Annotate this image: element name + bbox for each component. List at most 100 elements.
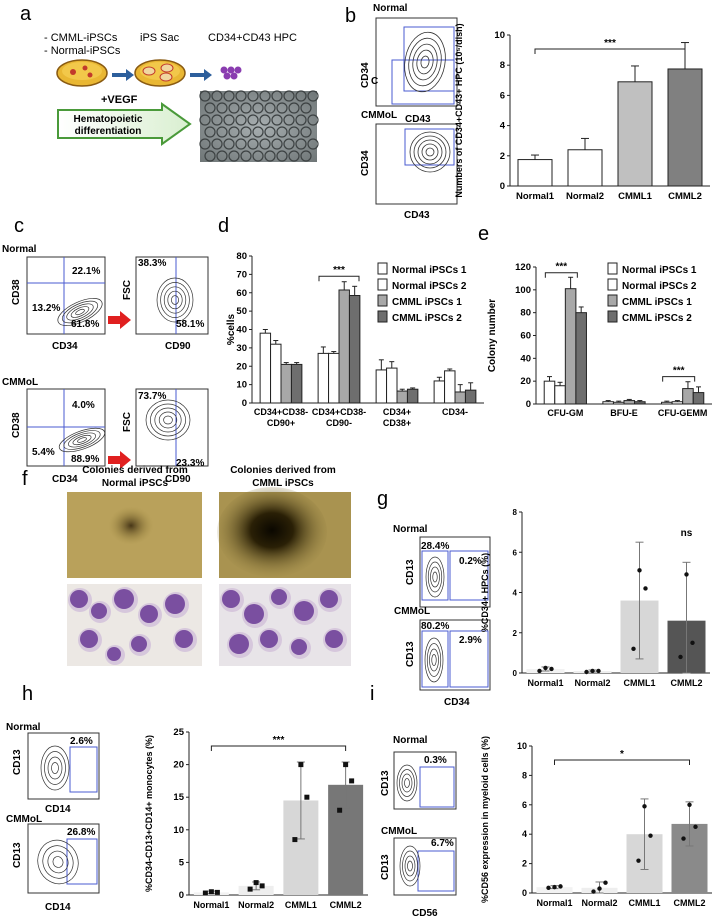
g-xlabel: CD34 <box>444 697 470 708</box>
significance-label: *** <box>333 265 345 276</box>
y-tick-label: 8 <box>522 770 527 780</box>
contour-line <box>409 131 451 173</box>
data-point <box>292 837 298 843</box>
data-point <box>349 778 355 784</box>
c-fsc-label-2: FSC <box>122 412 133 432</box>
data-point <box>591 889 596 894</box>
contour-line <box>160 282 190 318</box>
y-tick-label: 30 <box>236 343 247 354</box>
cmml-ipscs-label: - CMML-iPSCs <box>44 32 118 44</box>
h-ylabel-2: CD13 <box>12 842 23 868</box>
nucleus <box>260 630 278 648</box>
g-cmmol-label: CMMoL <box>394 606 430 617</box>
micrograph-cell <box>295 114 307 126</box>
data-point <box>584 669 589 675</box>
contour-line <box>404 855 416 877</box>
data-point <box>202 890 208 896</box>
bar <box>348 295 361 404</box>
bar <box>543 380 556 405</box>
contour-line <box>408 37 442 87</box>
micrograph-cell <box>288 126 300 138</box>
c-cmmol-q2: 5.4% <box>32 447 55 458</box>
bar <box>317 352 330 404</box>
bar <box>692 392 705 405</box>
nucleus <box>140 605 158 623</box>
nucleus <box>325 630 343 648</box>
contour-line <box>63 430 101 450</box>
contour-line <box>150 403 186 437</box>
y-tick-label: 4 <box>500 121 506 132</box>
contour-line <box>416 49 434 75</box>
contour-line <box>427 561 443 593</box>
g-normal-pct-1: 28.4% <box>421 541 449 552</box>
dish-2 <box>134 59 186 87</box>
b-normal-xlabel: CD43 <box>405 114 431 125</box>
i-normal-label: Normal <box>393 735 428 746</box>
data-point <box>247 886 253 892</box>
y-tick-label: 2 <box>522 859 527 869</box>
micrograph-cell <box>264 150 276 162</box>
nucleus <box>131 636 147 652</box>
y-tick-label: 4 <box>513 589 518 598</box>
legend-label: CMML iPSCs 1 <box>622 297 692 308</box>
y-tick-label: 60 <box>520 331 531 342</box>
legend-swatch <box>377 262 388 275</box>
micrograph-cell <box>228 102 240 114</box>
c-cd34-label-2: CD34 <box>52 474 78 485</box>
chart-d: 01020304050607080%cellsCD34+CD38-CD90+CD… <box>226 251 484 428</box>
y-axis-title: %CD34-CD13+CD14+ monocytes (%) <box>144 735 154 892</box>
data-point <box>690 640 695 646</box>
x-tick-label: CD34+ <box>383 407 411 417</box>
g-cmmol-pct-2: 2.9% <box>459 635 482 646</box>
f-left-title-1: Colonies derived from <box>82 465 188 476</box>
significance-label: *** <box>604 38 616 49</box>
panel-letter-f: f <box>22 468 28 490</box>
micrograph-cell <box>276 102 288 114</box>
micrograph-cell <box>300 102 312 114</box>
b-cmmol-ylabel: CD34 <box>360 150 371 176</box>
contour-line <box>425 147 435 157</box>
nucleus <box>291 639 307 655</box>
bar <box>661 401 673 405</box>
h-xlabel-2: CD14 <box>45 902 71 913</box>
panel-letter-b: b <box>345 5 356 27</box>
panel-c-flow: Normal CD38 CD34 22.1% 13.2% 61.8% FSC C… <box>2 244 209 485</box>
x-tick-label: Normal2 <box>581 898 617 908</box>
contour-line <box>47 756 63 780</box>
x-tick-label: CD38+ <box>383 418 411 428</box>
x-tick-label: CD34+CD38- <box>254 407 308 417</box>
micrograph-cell <box>199 138 211 150</box>
nucleus <box>244 604 264 624</box>
y-tick-label: 25 <box>173 727 184 738</box>
g-ylabel-2: CD13 <box>405 641 416 667</box>
bar <box>671 401 684 405</box>
legend-label: Normal iPSCs 1 <box>392 265 467 276</box>
contour-line <box>430 566 440 588</box>
data-point <box>687 802 692 807</box>
contour-line <box>44 751 66 785</box>
micrograph-cell <box>276 150 288 162</box>
nucleus <box>320 590 338 608</box>
y-axis-title: %cells <box>226 313 237 345</box>
y-tick-label: 20 <box>520 376 531 387</box>
micrograph-cell <box>211 138 223 150</box>
y-tick-label: 10 <box>236 380 247 391</box>
x-tick-label: CD90- <box>326 418 352 428</box>
data-point <box>537 668 542 674</box>
contour-line <box>396 764 418 802</box>
i-normal-pct: 0.3% <box>424 755 447 766</box>
bar <box>612 401 625 405</box>
x-tick-label: Normal1 <box>516 191 555 202</box>
significance-bracket <box>662 376 696 382</box>
bar <box>667 68 703 187</box>
g-normal-pct-2: 0.2% <box>459 556 482 567</box>
significance-label: *** <box>673 366 685 377</box>
data-point <box>596 668 601 674</box>
nucleus <box>114 589 134 609</box>
h-cmmol-plot <box>27 823 100 894</box>
y-tick-label: 40 <box>520 353 531 364</box>
bar <box>464 389 477 404</box>
y-tick-label: 0 <box>179 890 184 901</box>
c-normal-label: Normal <box>2 244 37 255</box>
y-tick-label: 8 <box>500 60 505 71</box>
